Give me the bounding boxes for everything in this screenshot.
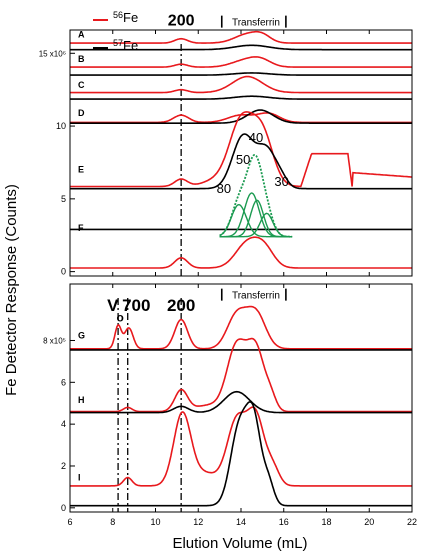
- trace-row-label: G: [78, 330, 85, 340]
- x-tick-label: 12: [193, 517, 203, 527]
- series-line-57fe: [70, 109, 412, 124]
- series-line-56fe: [70, 75, 412, 94]
- series-line-56fe: [70, 56, 412, 68]
- series-line-56fe: [70, 30, 412, 44]
- annotation-label: o: [117, 311, 124, 325]
- legend-element-57: Fe: [123, 38, 138, 53]
- series-line-57fe: [70, 133, 412, 190]
- trace-row-label: H: [78, 395, 85, 405]
- y-axis-label: Fe Detector Response (Counts): [3, 184, 20, 396]
- y-tick-label: 6: [61, 377, 66, 387]
- series-line-56fe: [70, 406, 412, 487]
- fit-component-line: [219, 212, 293, 238]
- legend-mass-56: 56: [113, 10, 123, 20]
- fit-sum-line: [219, 154, 293, 238]
- series-line-57fe: [70, 95, 412, 100]
- y-tick-label: 0: [61, 267, 66, 277]
- legend-label-56fe: 56Fe: [113, 10, 138, 25]
- annotation-label: Transferrin: [232, 18, 280, 29]
- trace-row-label: C: [78, 80, 85, 90]
- annotation-label: 700: [122, 296, 150, 315]
- legend-label-57fe: 57Fe: [113, 38, 138, 53]
- trace-row-label: D: [78, 108, 85, 118]
- annotation-label: 200: [168, 13, 195, 30]
- trace-row-label: B: [78, 54, 85, 64]
- fit-component-label: 30: [274, 174, 288, 189]
- legend: 56Fe 57Fe: [93, 10, 138, 53]
- series-line-56fe: [70, 337, 412, 413]
- x-tick-label: 6: [67, 517, 72, 527]
- fit-component-label: 80: [217, 181, 231, 196]
- series-line-57fe: [70, 390, 412, 414]
- annotation-label: 200: [167, 296, 195, 315]
- series-line-57fe: [70, 401, 412, 507]
- fit-component-label: 40: [249, 130, 263, 145]
- trace-row-label: I: [78, 473, 81, 483]
- series-line-56fe: [70, 305, 412, 350]
- x-tick-label: 8: [110, 517, 115, 527]
- y-tick-label: 2: [61, 461, 66, 471]
- y-tick-label: 4: [61, 419, 66, 429]
- x-axis-label: Elution Volume (mL): [172, 535, 307, 552]
- x-tick-label: 14: [236, 517, 246, 527]
- y-tick-label: 8 x10⁵: [43, 336, 66, 345]
- trace-row-label: F: [78, 223, 84, 233]
- legend-mass-57: 57: [113, 38, 123, 48]
- y-tick-label: 0: [61, 503, 66, 513]
- x-tick-label: 20: [364, 517, 374, 527]
- series-line-56fe: [70, 111, 412, 188]
- y-tick-label: 10: [56, 121, 66, 131]
- x-tick-label: 16: [279, 517, 289, 527]
- x-tick-label: 10: [150, 517, 160, 527]
- annotation-label: Transferrin: [232, 291, 280, 302]
- series-line-56fe: [70, 236, 412, 269]
- y-tick-label: 5: [61, 194, 66, 204]
- annotation-label: V: [107, 296, 119, 315]
- trace-row-label: E: [78, 165, 84, 175]
- y-tick-label: 15 x10⁶: [39, 49, 66, 58]
- trace-row-label: A: [78, 29, 85, 39]
- x-tick-label: 18: [321, 517, 331, 527]
- series-line-57fe: [70, 44, 412, 51]
- series-line-57fe: [70, 72, 412, 76]
- fit-component-label: 50: [236, 152, 250, 167]
- legend-element-56: Fe: [123, 10, 138, 25]
- x-tick-label: 22: [407, 517, 417, 527]
